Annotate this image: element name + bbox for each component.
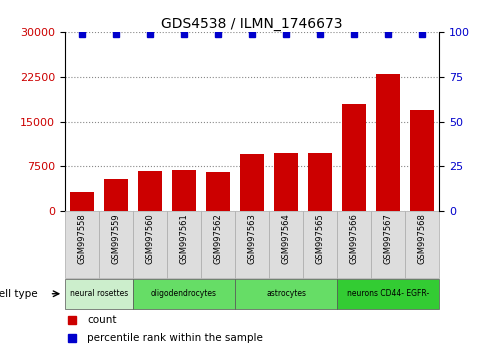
Text: astrocytes: astrocytes [266, 289, 306, 298]
Bar [376, 74, 400, 211]
Bar [104, 179, 128, 211]
Bar [167, 211, 201, 278]
Bar [133, 279, 235, 309]
Bar [65, 279, 133, 309]
Text: GSM997564: GSM997564 [281, 213, 290, 264]
Bar [337, 211, 371, 278]
Bar [206, 172, 230, 211]
Text: GSM997566: GSM997566 [350, 213, 359, 264]
Bar [308, 153, 332, 211]
Bar [240, 154, 264, 211]
Bar [342, 104, 366, 211]
Bar [371, 211, 405, 278]
Text: GSM997560: GSM997560 [145, 213, 154, 264]
Bar [70, 192, 94, 211]
Bar [133, 211, 167, 278]
Bar [235, 279, 337, 309]
Bar [269, 211, 303, 278]
Bar [172, 170, 196, 211]
Text: GSM997559: GSM997559 [111, 213, 120, 264]
Text: neural rosettes: neural rosettes [70, 289, 128, 298]
Text: count: count [87, 315, 117, 325]
Bar [65, 211, 99, 278]
Text: GSM997565: GSM997565 [315, 213, 324, 264]
Bar [410, 109, 434, 211]
Text: GSM997561: GSM997561 [180, 213, 189, 264]
Text: GSM997563: GSM997563 [248, 213, 256, 264]
Bar [337, 279, 439, 309]
Text: GSM997562: GSM997562 [214, 213, 223, 264]
Text: cell type: cell type [0, 289, 37, 299]
Bar [201, 211, 235, 278]
Text: percentile rank within the sample: percentile rank within the sample [87, 333, 263, 343]
Bar [138, 171, 162, 211]
Text: GSM997558: GSM997558 [77, 213, 86, 264]
Bar [99, 211, 133, 278]
Bar [405, 211, 439, 278]
Bar [235, 211, 269, 278]
Bar [303, 211, 337, 278]
Text: oligodendrocytes: oligodendrocytes [151, 289, 217, 298]
Title: GDS4538 / ILMN_1746673: GDS4538 / ILMN_1746673 [161, 17, 343, 31]
Text: neurons CD44- EGFR-: neurons CD44- EGFR- [347, 289, 429, 298]
Text: GSM997567: GSM997567 [384, 213, 393, 264]
Bar [274, 153, 298, 211]
Text: GSM997568: GSM997568 [418, 213, 427, 264]
